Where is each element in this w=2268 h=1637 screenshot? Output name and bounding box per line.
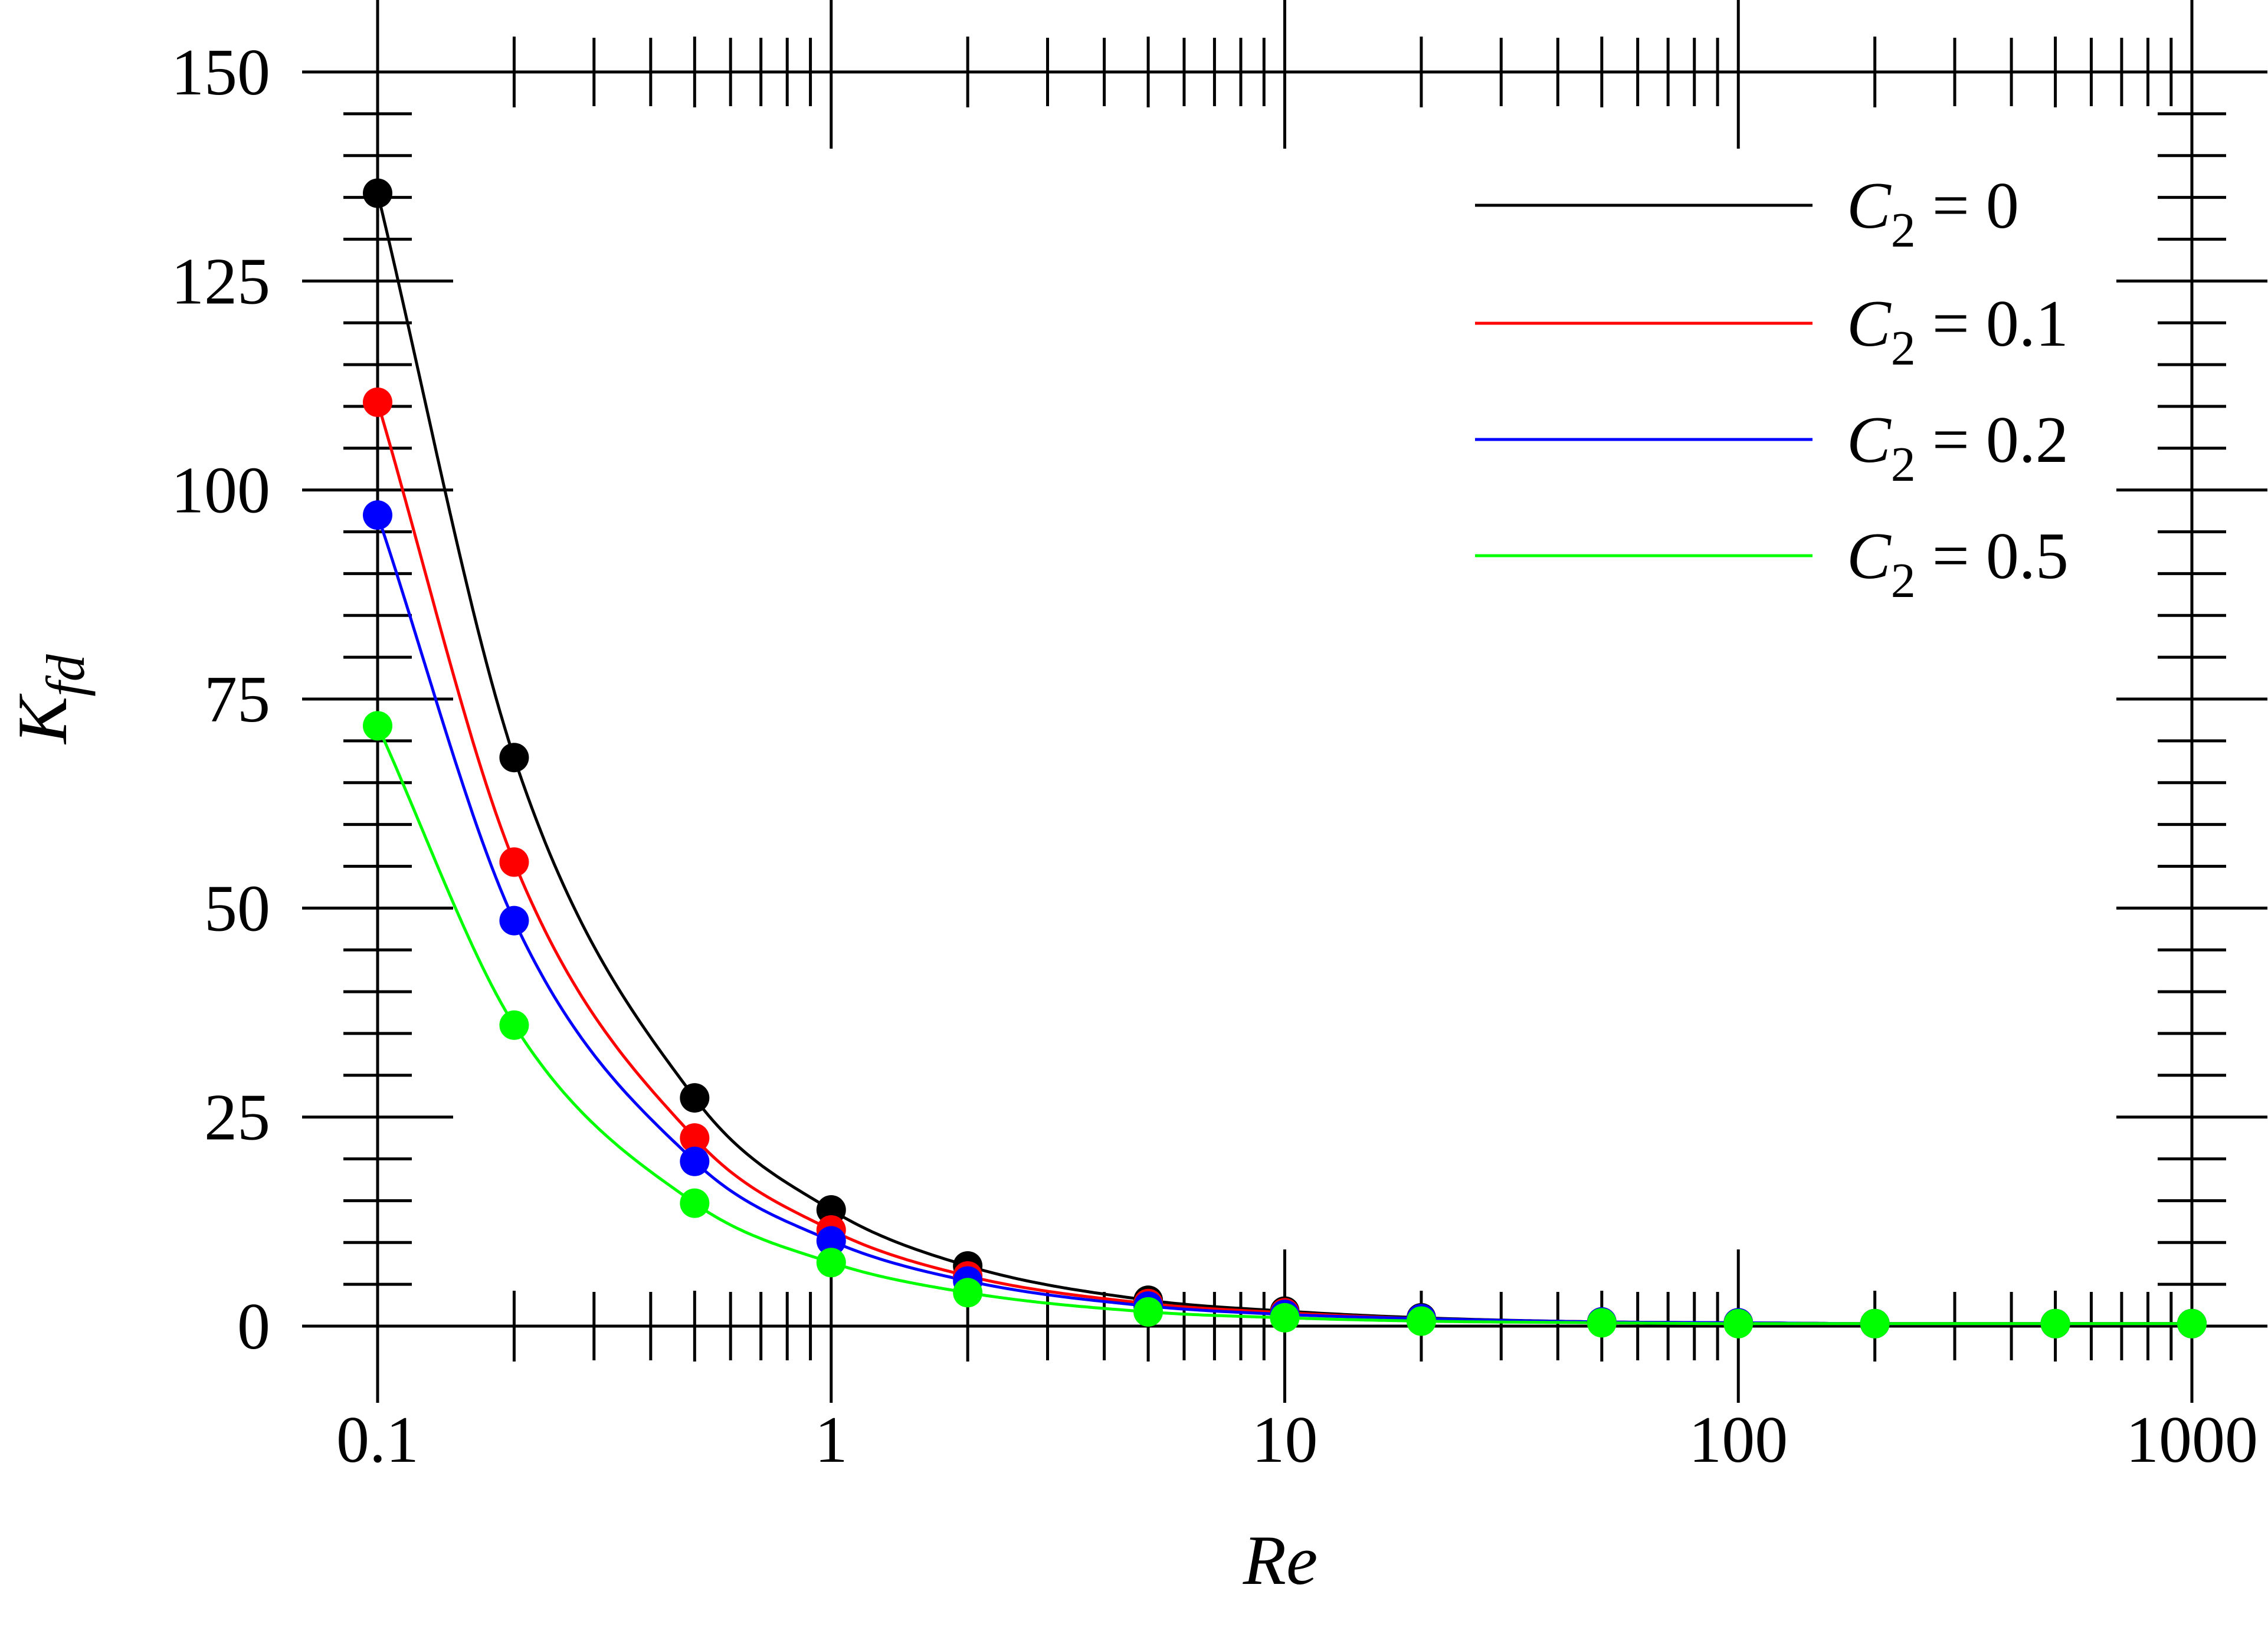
data-point-series-2 xyxy=(680,1146,710,1176)
legend-subscript: 2 xyxy=(1891,203,1916,258)
points-layer xyxy=(363,178,2207,1339)
series-line-0 xyxy=(376,192,2192,1326)
legend-value: = 0.1 xyxy=(1916,287,2069,360)
data-point-series-3 xyxy=(1270,1303,1300,1333)
legend-label-1: C2 = 0.1 xyxy=(1847,287,2069,376)
y-tick-label: 100 xyxy=(171,454,270,527)
y-tick-label: 25 xyxy=(204,1081,270,1154)
data-point-series-3 xyxy=(953,1278,983,1308)
labels-layer: 0 25 50 75 100 125 150 0.1 1 10 100 1000 Re Kfd xyxy=(3,36,2258,1599)
data-point-series-2 xyxy=(499,906,529,936)
legend-label-3: C2 = 0.5 xyxy=(1847,520,2069,608)
data-point-series-3 xyxy=(363,711,392,741)
data-point-series-0 xyxy=(363,178,392,208)
data-point-series-3 xyxy=(2040,1308,2070,1339)
legend-subscript: 2 xyxy=(1891,553,1916,608)
x-tick-label: 0.1 xyxy=(336,1403,419,1477)
legend-subscript: 2 xyxy=(1891,437,1916,492)
data-point-series-0 xyxy=(499,743,529,773)
data-point-series-2 xyxy=(816,1226,846,1256)
x-tick-label: 1 xyxy=(815,1403,848,1477)
legend-value: = 0.2 xyxy=(1916,403,2069,477)
y-axis-title-sub: fd xyxy=(35,654,96,697)
x-axis-title: Re xyxy=(1243,1521,1318,1599)
y-axis-title-main: K xyxy=(3,693,81,745)
x-tick-label: 1000 xyxy=(2126,1403,2258,1477)
legend-subscript: 2 xyxy=(1891,321,1916,376)
series-line-3 xyxy=(376,725,2192,1326)
legend-symbol: C xyxy=(1847,287,1892,360)
data-point-series-3 xyxy=(1860,1308,1890,1339)
legend-symbol: C xyxy=(1847,169,1892,242)
x-tick-label: 100 xyxy=(1689,1403,1788,1477)
legend-value: = 0.5 xyxy=(1916,520,2069,593)
x-tick-label: 10 xyxy=(1252,1403,1318,1477)
plot-frame xyxy=(376,70,2194,1328)
legend-symbol: C xyxy=(1847,520,1892,593)
data-point-series-1 xyxy=(499,847,529,877)
data-point-series-1 xyxy=(680,1123,710,1153)
data-point-series-3 xyxy=(680,1188,710,1218)
legend-layer: C2 = 0C2 = 0.1C2 = 0.2C2 = 0.5 xyxy=(1475,169,2069,608)
data-point-series-1 xyxy=(363,387,392,417)
y-tick-label: 0 xyxy=(237,1290,270,1363)
data-point-series-3 xyxy=(2177,1308,2207,1339)
y-tick-label: 50 xyxy=(204,872,270,945)
legend-value: = 0 xyxy=(1916,169,2019,242)
data-point-series-3 xyxy=(816,1248,846,1278)
y-tick-label: 150 xyxy=(171,36,270,109)
data-point-series-3 xyxy=(499,1010,529,1040)
series-line-2 xyxy=(376,514,2192,1326)
data-point-series-3 xyxy=(1406,1306,1436,1336)
data-point-series-3 xyxy=(1723,1308,1754,1339)
y-axis-title: Kfd xyxy=(3,654,96,745)
legend-label-0: C2 = 0 xyxy=(1847,169,2019,258)
legend-label-2: C2 = 0.2 xyxy=(1847,403,2069,492)
legend-symbol: C xyxy=(1847,403,1892,477)
data-point-series-2 xyxy=(363,500,392,530)
y-tick-label: 125 xyxy=(171,245,270,318)
curves-layer xyxy=(376,192,2192,1326)
data-point-series-3 xyxy=(1587,1308,1617,1338)
data-point-series-0 xyxy=(680,1083,710,1113)
data-point-series-3 xyxy=(1133,1297,1164,1327)
y-tick-label: 75 xyxy=(204,663,270,736)
